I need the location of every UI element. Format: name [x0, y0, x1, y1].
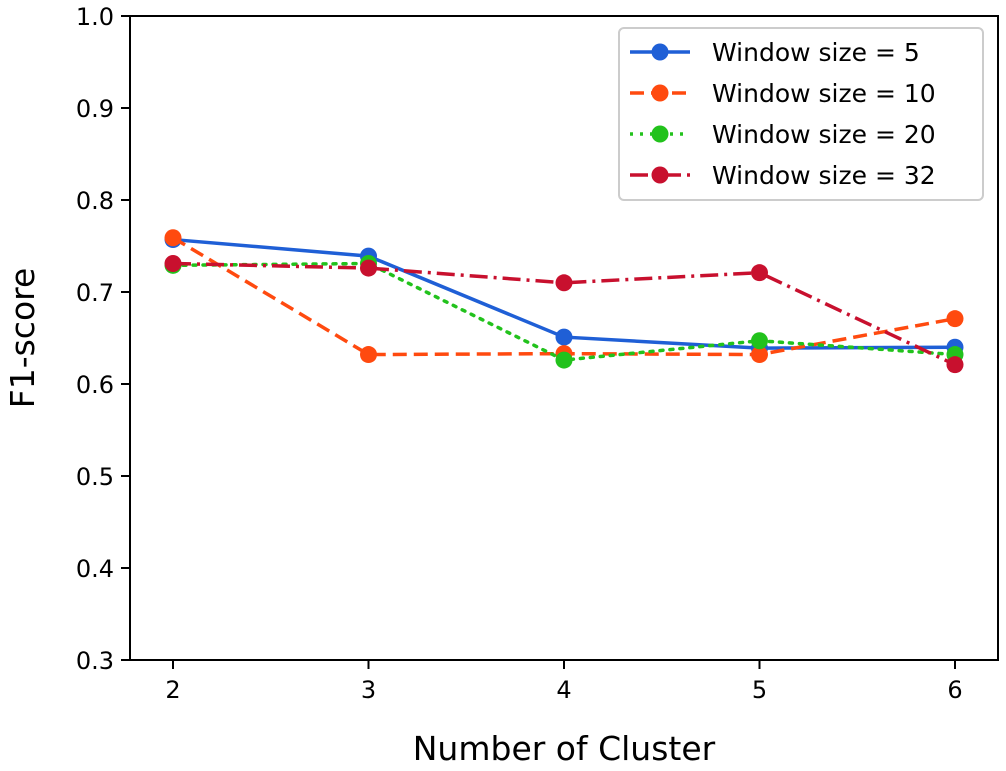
x-axis-label: Number of Cluster [413, 729, 716, 767]
y-tick-label: 0.3 [76, 647, 114, 675]
x-tick-label: 4 [556, 676, 571, 704]
data-point [555, 274, 573, 292]
y-tick-label: 0.6 [76, 371, 114, 399]
y-tick-label: 0.8 [76, 187, 114, 215]
data-point [360, 259, 378, 277]
legend-marker [651, 125, 669, 143]
data-point [360, 346, 378, 364]
y-tick-label: 0.9 [76, 95, 114, 123]
legend-label: Window size = 5 [712, 38, 920, 67]
y-tick-label: 0.5 [76, 463, 114, 491]
data-point [555, 328, 573, 346]
legend-box [618, 27, 984, 201]
series-layer [164, 229, 964, 374]
data-point [750, 346, 768, 364]
data-point [946, 356, 964, 374]
y-tick-label: 0.7 [76, 279, 114, 307]
x-tick-label: 5 [752, 676, 767, 704]
data-point [164, 229, 182, 247]
y-tick-label: 1.0 [76, 3, 114, 31]
y-axis-label: F1-score [3, 268, 42, 409]
x-tick-label: 2 [165, 676, 180, 704]
x-tick-label: 6 [947, 676, 962, 704]
legend-marker [651, 43, 669, 61]
series-4 [164, 254, 964, 374]
data-point [946, 310, 964, 328]
legend-marker [651, 166, 669, 184]
legend-label: Window size = 32 [712, 161, 936, 190]
legend-label: Window size = 10 [712, 79, 936, 108]
x-tick-label: 3 [361, 676, 376, 704]
legend-marker [651, 84, 669, 102]
y-tick-label: 0.4 [76, 555, 114, 583]
data-point [750, 332, 768, 350]
data-point [164, 254, 182, 272]
legend: Window size = 5 Window size = 10 Window si… [618, 27, 984, 201]
legend-label: Window size = 20 [712, 120, 936, 149]
ticks-layer: 2 3 4 5 6 0.3 0.4 0.5 0.6 0.7 0.8 0.9 1.0 [76, 3, 963, 704]
data-point [555, 351, 573, 369]
data-point [750, 264, 768, 282]
